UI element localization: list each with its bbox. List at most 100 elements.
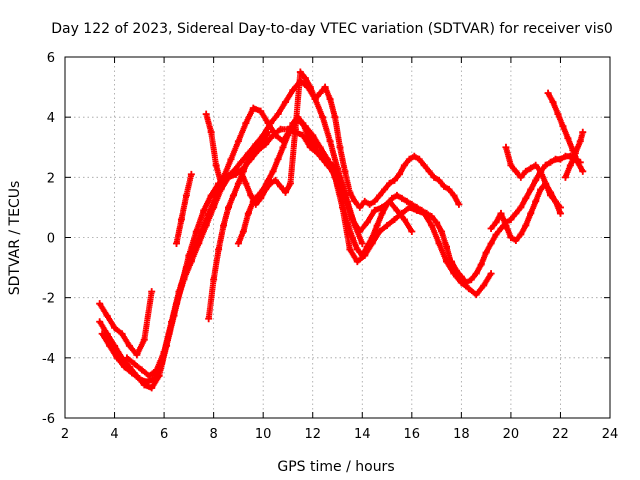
data-point bbox=[175, 288, 183, 296]
data-point bbox=[556, 203, 564, 211]
data-point bbox=[383, 200, 391, 208]
data-point bbox=[160, 348, 168, 356]
data-point bbox=[579, 128, 587, 136]
data-point bbox=[492, 230, 500, 238]
data-point bbox=[182, 264, 190, 272]
data-point bbox=[336, 143, 344, 151]
data-point bbox=[487, 224, 495, 232]
data-point bbox=[413, 203, 421, 211]
series-track-3 bbox=[96, 288, 156, 359]
data-point bbox=[477, 261, 485, 269]
data-point bbox=[517, 173, 525, 181]
data-point bbox=[177, 215, 185, 223]
data-point bbox=[249, 197, 257, 205]
data-point bbox=[517, 230, 525, 238]
data-point bbox=[571, 149, 579, 157]
data-point bbox=[542, 161, 550, 169]
data-point bbox=[502, 221, 510, 229]
data-point bbox=[400, 215, 408, 223]
x-tick-label: 2 bbox=[61, 427, 69, 442]
data-point bbox=[254, 191, 262, 199]
data-point bbox=[430, 173, 438, 181]
x-tick-label: 8 bbox=[209, 427, 217, 442]
data-point bbox=[346, 188, 354, 196]
x-tick-label: 6 bbox=[160, 427, 168, 442]
data-point bbox=[346, 246, 354, 254]
data-point bbox=[135, 375, 143, 383]
data-point bbox=[428, 221, 436, 229]
data-point bbox=[507, 161, 515, 169]
data-point bbox=[447, 258, 455, 266]
data-point bbox=[123, 354, 131, 362]
series-track-6 bbox=[202, 68, 463, 211]
data-point bbox=[96, 300, 104, 308]
data-point bbox=[130, 360, 138, 368]
data-point bbox=[269, 167, 277, 175]
data-point bbox=[286, 179, 294, 187]
data-point bbox=[361, 197, 369, 205]
data-point bbox=[507, 215, 515, 223]
data-point bbox=[215, 246, 223, 254]
data-point bbox=[190, 246, 198, 254]
data-point bbox=[435, 176, 443, 184]
data-point bbox=[200, 206, 208, 214]
data-point bbox=[527, 185, 535, 193]
data-point bbox=[257, 107, 265, 115]
data-point bbox=[153, 366, 161, 374]
data-point bbox=[353, 246, 361, 254]
data-point bbox=[277, 125, 285, 133]
data-point bbox=[334, 179, 341, 187]
data-point bbox=[378, 209, 386, 217]
data-point bbox=[371, 206, 379, 214]
data-point bbox=[358, 252, 366, 260]
data-point bbox=[234, 137, 242, 145]
data-point bbox=[527, 209, 535, 217]
data-point bbox=[410, 152, 418, 160]
data-point bbox=[220, 221, 228, 229]
data-point bbox=[395, 170, 403, 178]
data-point bbox=[544, 89, 552, 97]
data-point bbox=[390, 215, 398, 223]
data-point bbox=[480, 282, 488, 290]
data-point bbox=[316, 89, 324, 97]
data-point bbox=[576, 137, 584, 145]
data-point bbox=[527, 164, 535, 172]
data-point bbox=[353, 258, 361, 266]
data-point bbox=[306, 83, 314, 91]
data-point bbox=[574, 158, 582, 166]
data-point bbox=[363, 243, 371, 251]
x-tick-label: 10 bbox=[255, 427, 272, 442]
data-point bbox=[150, 375, 158, 383]
data-point bbox=[579, 167, 587, 175]
data-point bbox=[547, 188, 555, 196]
y-tick-label: 4 bbox=[47, 111, 55, 126]
data-point bbox=[564, 134, 572, 142]
series-track-13 bbox=[487, 179, 564, 245]
data-point bbox=[304, 131, 312, 139]
data-point bbox=[358, 240, 366, 248]
data-point bbox=[547, 158, 555, 166]
data-point bbox=[440, 182, 448, 190]
x-tick-label: 20 bbox=[503, 427, 520, 442]
data-point bbox=[217, 179, 225, 187]
data-point bbox=[472, 270, 480, 278]
data-point bbox=[279, 143, 287, 151]
data-point bbox=[512, 237, 520, 245]
data-point bbox=[376, 227, 384, 235]
data-point bbox=[388, 194, 396, 202]
data-point bbox=[537, 167, 545, 175]
data-point bbox=[371, 197, 379, 205]
data-point bbox=[172, 240, 180, 248]
data-point bbox=[549, 98, 557, 106]
data-point bbox=[522, 167, 530, 175]
data-point bbox=[366, 200, 374, 208]
data-point bbox=[433, 218, 441, 226]
data-point bbox=[274, 155, 282, 163]
data-point bbox=[140, 336, 148, 344]
data-point bbox=[420, 161, 428, 169]
data-point bbox=[205, 209, 213, 217]
data-point bbox=[125, 342, 133, 350]
data-point bbox=[289, 86, 297, 94]
